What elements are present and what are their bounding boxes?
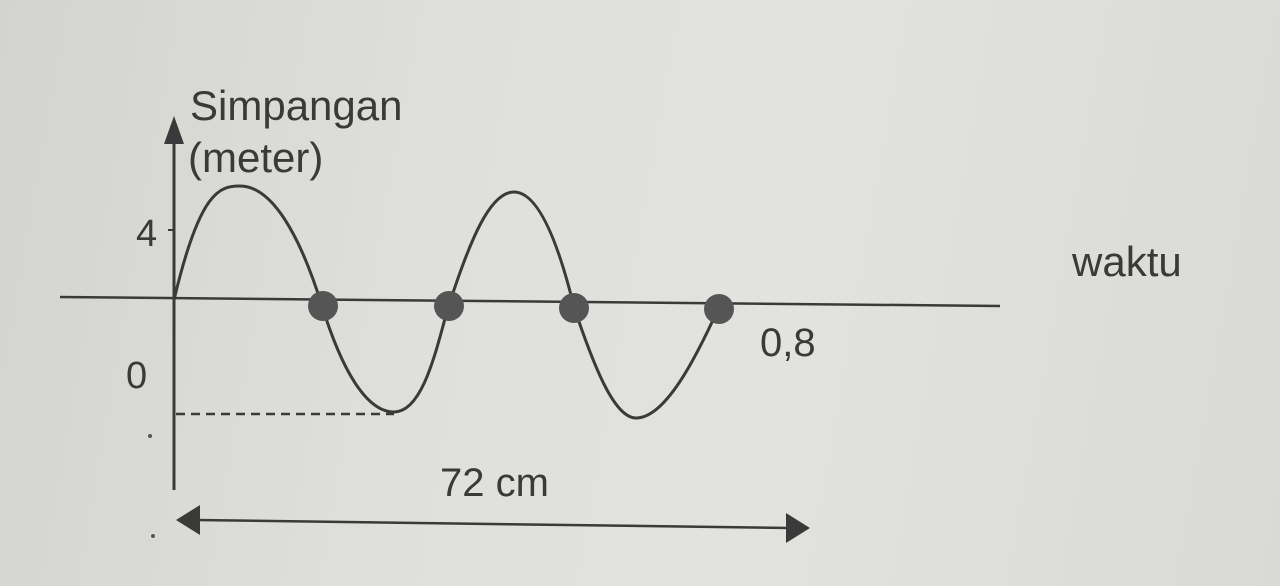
length-arrow-right-head (786, 513, 810, 543)
axis-node-dot (434, 291, 464, 321)
amplitude-tick-label: 4 (136, 213, 157, 255)
y-axis-label-line1: Simpangan (190, 82, 402, 129)
length-arrow-line (195, 518, 791, 530)
stray-mark (148, 434, 152, 438)
y-axis-arrowhead (164, 116, 184, 144)
length-arrow-left-head (176, 505, 200, 535)
axis-node-dot (559, 293, 589, 323)
time-mark-label: 0,8 (760, 321, 816, 365)
x-axis-label: waktu (1071, 238, 1182, 285)
origin-label: 0 (126, 355, 147, 397)
axis-node-dot (704, 294, 734, 324)
stray-mark (151, 534, 155, 538)
length-label: 72 cm (440, 461, 549, 505)
y-axis-label-line2: (meter) (188, 134, 323, 181)
x-axis (59, 295, 1001, 308)
axis-node-dot (308, 291, 338, 321)
